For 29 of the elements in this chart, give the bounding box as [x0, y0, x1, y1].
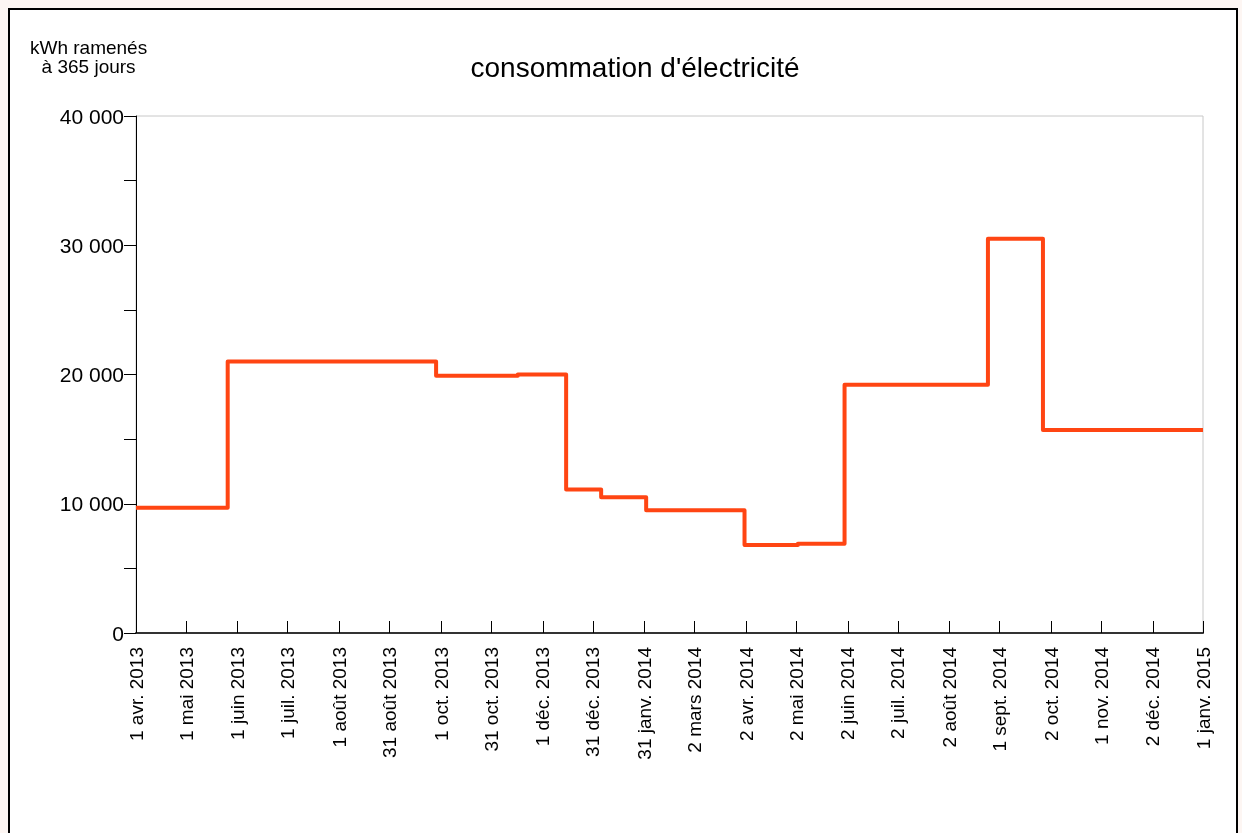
x-tick-label: 1 mai 2013: [175, 647, 197, 742]
y-tick-label: 10 000: [59, 492, 124, 516]
x-tick-label: 31 août 2013: [378, 647, 400, 758]
x-tick-label: 1 déc. 2013: [532, 647, 554, 747]
y-tick-label: 20 000: [59, 363, 124, 386]
x-tick-label: 2 avr. 2014: [735, 646, 757, 742]
x-tick-label: 31 janv. 2014: [633, 646, 655, 760]
x-tick-label: 1 janv. 2015: [1192, 647, 1214, 750]
x-tick-label: 1 août 2013: [328, 647, 350, 748]
x-tick-label: 2 mars 2014: [684, 646, 706, 753]
y-tick-label: 30 000: [59, 233, 124, 257]
x-tick-label: 31 déc. 2013: [582, 647, 604, 757]
x-tick-label: 2 oct. 2014: [1040, 646, 1062, 742]
x-tick-label: 1 avr. 2013: [125, 647, 147, 742]
x-tick-label: 1 juil. 2013: [277, 647, 299, 739]
x-tick-label: 2 juin 2014: [837, 646, 859, 740]
x-tick-label: 31 oct. 2013: [480, 647, 502, 752]
x-tick-label: 2 juil. 2014: [887, 646, 909, 739]
x-tick-label: 2 août 2014: [939, 646, 961, 748]
chart-title: consommation d'électricité: [470, 51, 800, 83]
x-tick-label: 1 nov. 2014: [1090, 646, 1112, 745]
y-axis-title: kWh ramenés à 365 jours: [30, 37, 148, 77]
x-tick-label: 2 mai 2014: [785, 646, 807, 742]
x-tick-label: 1 sept. 2014: [989, 646, 1011, 752]
y-tick-label: 40 000: [59, 104, 124, 128]
x-tick-label: 1 juin 2013: [227, 647, 249, 740]
y-tick-label: 0: [112, 621, 124, 645]
x-tick-label: 1 oct. 2013: [430, 647, 452, 742]
x-tick-label: 2 déc. 2014: [1142, 646, 1164, 747]
